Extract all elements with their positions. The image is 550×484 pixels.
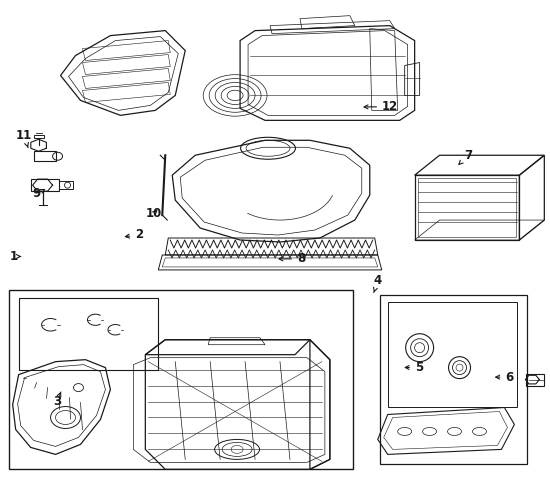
Text: 1: 1: [9, 250, 21, 263]
Text: 3: 3: [53, 392, 61, 408]
Bar: [415, 175, 519, 240]
Text: 10: 10: [146, 207, 162, 220]
Bar: [9, 290, 353, 469]
Text: 11: 11: [16, 129, 32, 148]
Text: 8: 8: [279, 252, 305, 265]
Bar: [58, 181, 73, 189]
Bar: [388, 302, 518, 407]
Bar: [34, 151, 56, 161]
Bar: [19, 298, 158, 370]
Text: 7: 7: [459, 149, 472, 165]
Text: 2: 2: [125, 228, 143, 241]
Bar: [526, 374, 544, 386]
Text: 4: 4: [373, 274, 382, 292]
Bar: [31, 179, 58, 191]
Bar: [379, 295, 527, 464]
Text: 5: 5: [405, 361, 423, 374]
Text: 12: 12: [364, 100, 398, 113]
Text: 9: 9: [32, 187, 45, 200]
Text: 6: 6: [496, 371, 514, 384]
Bar: [417, 178, 516, 237]
